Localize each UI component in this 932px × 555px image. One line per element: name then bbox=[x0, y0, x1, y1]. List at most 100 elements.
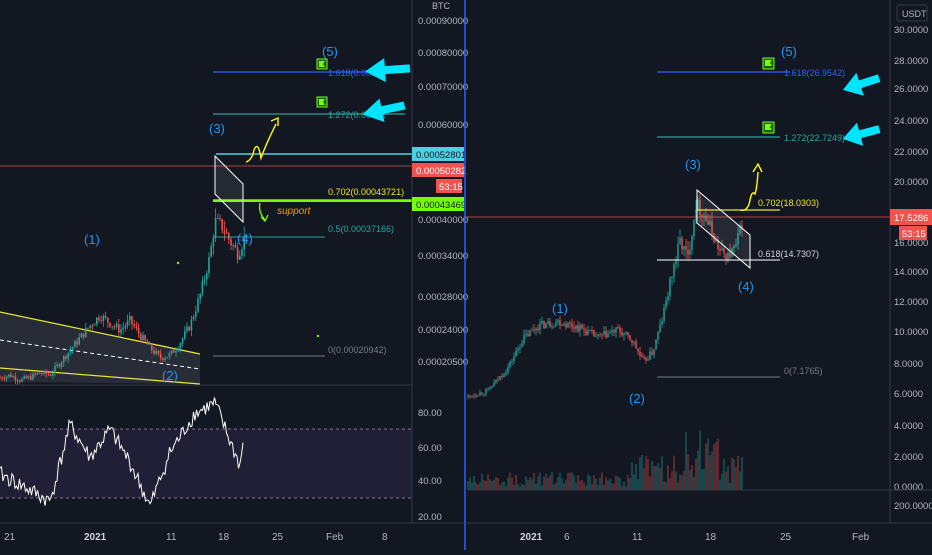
volume-bar bbox=[697, 450, 699, 490]
left-wave-3-label: (3) bbox=[209, 121, 225, 136]
volume-bar bbox=[589, 475, 591, 490]
candle-body bbox=[637, 348, 639, 352]
right-price-tick: 2.0000 bbox=[894, 452, 923, 463]
candle-body bbox=[709, 221, 711, 225]
volume-bar bbox=[569, 472, 571, 490]
candle-body bbox=[527, 333, 529, 337]
volume-bar bbox=[725, 471, 727, 490]
candle-body bbox=[1, 377, 3, 379]
candle-body bbox=[549, 321, 551, 327]
candle-body bbox=[603, 331, 605, 335]
volume-bar bbox=[489, 479, 491, 490]
candle-body bbox=[56, 364, 58, 366]
candle-body bbox=[89, 325, 91, 329]
candle-body bbox=[32, 373, 34, 380]
candle-body bbox=[16, 380, 19, 382]
candle-body bbox=[217, 217, 219, 219]
candle-body bbox=[19, 381, 21, 383]
candle-body bbox=[76, 341, 78, 345]
candle-body bbox=[585, 330, 587, 335]
volume-bar bbox=[675, 471, 677, 490]
candle-body bbox=[14, 376, 17, 381]
left-marker-dot bbox=[176, 261, 180, 265]
candle-body bbox=[609, 332, 611, 334]
candle-body bbox=[587, 330, 589, 335]
right-time-tick: 25 bbox=[780, 532, 792, 543]
candle-body bbox=[639, 351, 641, 356]
left-price-tick: 0.00080000 bbox=[418, 48, 468, 59]
left-marker-dot bbox=[316, 334, 320, 338]
candle-body bbox=[133, 324, 135, 327]
candle-body bbox=[98, 317, 100, 321]
candle-body bbox=[27, 376, 30, 379]
right-time-tick: 11 bbox=[632, 532, 643, 543]
candle-body bbox=[593, 330, 595, 337]
volume-bar bbox=[559, 472, 561, 490]
candle-body bbox=[571, 323, 573, 327]
candle-body bbox=[557, 320, 559, 323]
right-volume-bars bbox=[467, 430, 743, 490]
candle-body bbox=[667, 295, 669, 301]
candle-body bbox=[655, 339, 657, 350]
left-candles bbox=[0, 208, 248, 385]
left-currency-label: BTC bbox=[432, 1, 451, 11]
candle-body bbox=[162, 358, 164, 360]
candle-body bbox=[151, 343, 153, 351]
volume-bar bbox=[509, 472, 511, 490]
volume-bar bbox=[671, 471, 673, 490]
right-price-tick: 0.0000 bbox=[894, 482, 923, 493]
volume-bar bbox=[551, 472, 553, 490]
left-price-tick: 0.00020500 bbox=[418, 357, 468, 368]
volume-bar bbox=[493, 479, 495, 490]
candle-body bbox=[232, 245, 234, 247]
left-green-arrow bbox=[258, 202, 266, 221]
candle-body bbox=[635, 341, 637, 349]
candle-body bbox=[175, 350, 177, 353]
candle-body bbox=[583, 328, 585, 331]
candle-body bbox=[707, 220, 709, 225]
candle-body bbox=[148, 343, 151, 345]
volume-bar bbox=[673, 455, 675, 490]
left-countdown-tag bbox=[436, 179, 462, 193]
volume-bar bbox=[513, 484, 515, 490]
candle-body bbox=[65, 356, 67, 359]
candle-body bbox=[575, 325, 577, 329]
candle-body bbox=[659, 324, 661, 333]
candle-body bbox=[177, 348, 179, 351]
candle-body bbox=[505, 372, 507, 375]
right-price-tick: 4.0000 bbox=[894, 421, 923, 432]
candle-body bbox=[675, 259, 677, 265]
candle-body bbox=[135, 326, 138, 328]
candle-body bbox=[107, 317, 109, 323]
candle-body bbox=[531, 329, 533, 331]
candle-body bbox=[120, 329, 122, 333]
left-yellow-projection bbox=[245, 123, 277, 163]
left-current-price-tag bbox=[412, 163, 464, 177]
left-wave-1-label: (1) bbox=[84, 232, 100, 247]
candle-body bbox=[503, 374, 505, 377]
left-current-price-text: 0.00050282 bbox=[416, 166, 466, 177]
volume-bar bbox=[699, 430, 701, 490]
candle-body bbox=[69, 350, 72, 353]
volume-bar bbox=[507, 477, 509, 490]
candle-body bbox=[10, 374, 12, 378]
candle-body bbox=[118, 324, 120, 333]
candle-body bbox=[619, 327, 621, 333]
candle-body bbox=[164, 358, 166, 360]
volume-bar bbox=[641, 455, 643, 490]
candle-body bbox=[122, 327, 124, 330]
volume-bar bbox=[741, 457, 743, 490]
right-wave-2-label: (2) bbox=[629, 391, 645, 406]
right-price-tick: 6.0000 bbox=[894, 389, 923, 400]
volume-bar bbox=[495, 476, 497, 490]
volume-bar bbox=[567, 472, 569, 490]
candle-body bbox=[545, 323, 547, 329]
candle-body bbox=[663, 307, 665, 321]
candle-body bbox=[475, 395, 477, 397]
right-fib-0618-label: 0.618(14.7307) bbox=[758, 249, 819, 259]
candle-body bbox=[214, 217, 217, 238]
left-price-tick: 0.00060000 bbox=[418, 120, 468, 131]
candle-body bbox=[723, 248, 725, 254]
candle-body bbox=[645, 357, 647, 361]
volume-bar bbox=[587, 474, 589, 490]
